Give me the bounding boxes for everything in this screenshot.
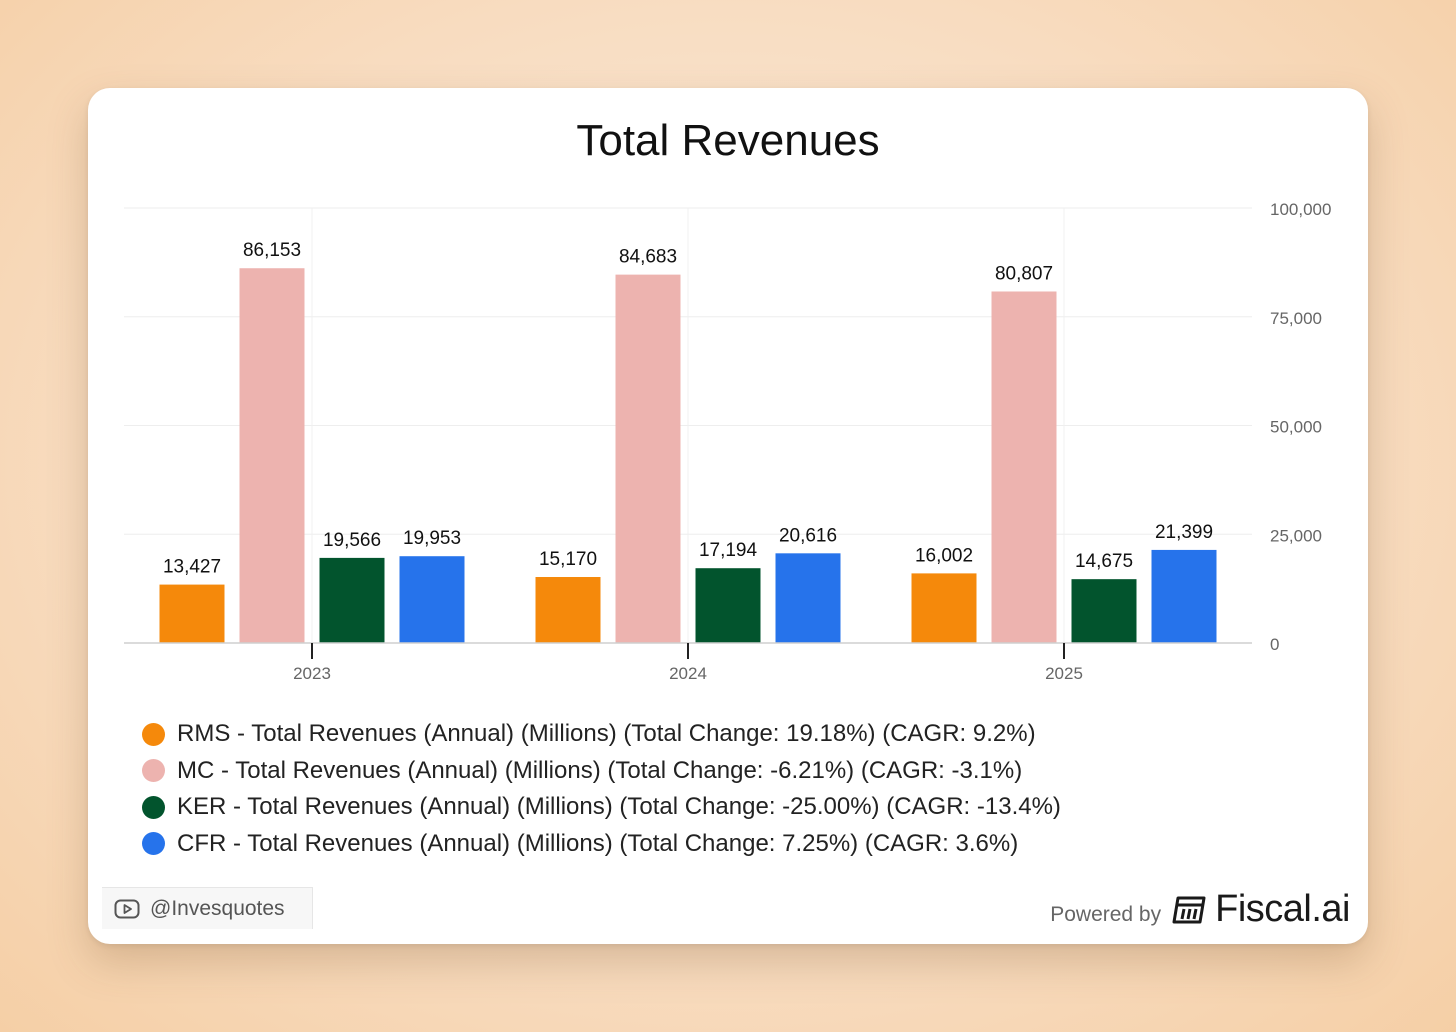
data-label: 15,170: [539, 549, 597, 570]
legend-item[interactable]: KER - Total Revenues (Annual) (Millions)…: [142, 789, 1061, 826]
bar-chart: 0 25,000 50,000 75,000 100,000 13,427 15,170 16…: [124, 200, 1331, 683]
bar: [319, 557, 385, 643]
y-tick-label: 50,000: [1270, 418, 1322, 437]
legend-item[interactable]: RMS - Total Revenues (Annual) (Millions)…: [142, 716, 1061, 753]
data-label: 19,566: [323, 530, 381, 551]
legend-item[interactable]: MC - Total Revenues (Annual) (Millions) …: [142, 753, 1061, 790]
brand-name: Fiscal.ai: [1215, 888, 1350, 930]
social-handle: @Invesquotes: [102, 887, 313, 929]
legend-swatch: [142, 795, 165, 819]
bar: [535, 577, 601, 643]
chart-card: Total Revenues 0 25,000 50,000 75,000 100,00…: [88, 88, 1368, 944]
bar: [911, 573, 977, 643]
legend-swatch: [142, 832, 165, 856]
handle-text: @Invesquotes: [150, 896, 285, 920]
y-tick-label: 25,000: [1270, 526, 1322, 545]
bar: [159, 584, 225, 643]
bar: [695, 568, 761, 643]
legend-swatch: [142, 722, 165, 746]
x-tick-label: 2024: [669, 664, 707, 683]
youtube-play-icon: [114, 899, 140, 918]
data-label: 86,153: [243, 240, 301, 261]
chart-title: Total Revenues: [576, 116, 880, 165]
x-tick-label: 2023: [293, 664, 331, 683]
data-label: 19,953: [403, 528, 461, 549]
bar: [615, 274, 681, 643]
data-label: 17,194: [699, 540, 758, 561]
bar: [239, 268, 305, 643]
y-tick-label: 75,000: [1270, 309, 1322, 328]
data-label: 21,399: [1155, 522, 1213, 543]
legend-label: MC - Total Revenues (Annual) (Millions) …: [177, 756, 1023, 784]
chart-legend: RMS - Total Revenues (Annual) (Millions)…: [142, 716, 1061, 862]
x-tick-label: 2025: [1045, 664, 1083, 683]
legend-swatch: [142, 759, 165, 783]
data-label: 13,427: [163, 557, 221, 578]
y-tick-label: 0: [1270, 635, 1279, 654]
bar: [775, 553, 841, 643]
legend-item[interactable]: CFR - Total Revenues (Annual) (Millions)…: [142, 826, 1061, 863]
bar: [399, 556, 465, 643]
bar: [991, 291, 1057, 643]
legend-label: RMS - Total Revenues (Annual) (Millions)…: [177, 720, 1036, 748]
fiscal-logo-icon: [1172, 896, 1206, 923]
legend-label: KER - Total Revenues (Annual) (Millions)…: [177, 793, 1061, 821]
data-label: 84,683: [619, 247, 677, 268]
bar: [1151, 549, 1217, 643]
powered-by: Powered by Fiscal.ai: [1050, 888, 1350, 931]
data-label: 80,807: [995, 263, 1053, 284]
data-label: 16,002: [915, 545, 973, 566]
bar: [1071, 579, 1137, 643]
powered-by-label: Powered by: [1050, 902, 1162, 926]
data-label: 20,616: [779, 525, 837, 546]
legend-label: CFR - Total Revenues (Annual) (Millions)…: [177, 829, 1019, 857]
data-label: 14,675: [1075, 551, 1133, 572]
y-tick-label: 100,000: [1270, 200, 1331, 219]
